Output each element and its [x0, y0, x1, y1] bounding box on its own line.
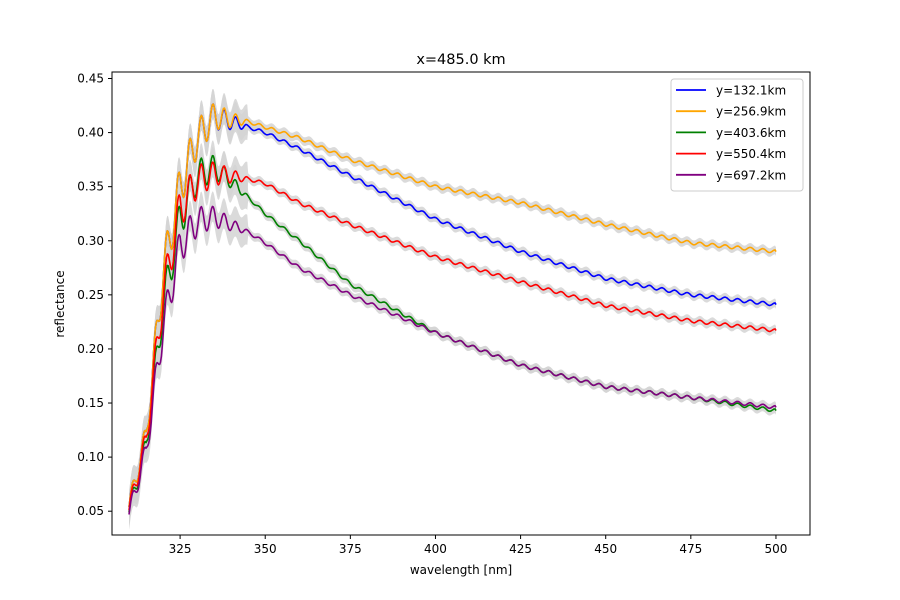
y-tick-label: 0.25 [77, 288, 104, 302]
x-tick-label: 350 [254, 542, 277, 556]
series-line-1 [128, 103, 777, 508]
legend-label-4: y=550.4km [716, 147, 786, 161]
y-tick-label: 0.40 [77, 126, 104, 140]
y-tick-label: 0.15 [77, 396, 104, 410]
x-axis-ticks: 325 350 375 400 425 450 475 500 [169, 535, 787, 556]
y-tick-label: 0.45 [77, 71, 104, 85]
y-axis-ticks: 0.05 0.10 0.15 0.20 0.25 0.30 0.35 0.40 0.45 [77, 71, 112, 518]
y-tick-label: 0.20 [77, 342, 104, 356]
legend-label-3: y=403.6km [716, 126, 786, 140]
legend-box [670, 78, 804, 192]
chart-title: x=485.0 km [416, 52, 505, 68]
x-tick-label: 400 [424, 542, 447, 556]
x-tick-label: 325 [169, 542, 192, 556]
uncertainty-band-5 [129, 191, 776, 530]
legend-label-1: y=132.1km [716, 84, 786, 98]
y-tick-label: 0.05 [77, 504, 104, 518]
y-tick-label: 0.30 [77, 234, 104, 248]
series-line-5 [128, 205, 777, 515]
x-axis-label: wavelength [nm] [410, 563, 512, 577]
uncertainty-band-3 [129, 140, 776, 528]
y-axis-label: reflectance [53, 270, 67, 337]
x-tick-label: 375 [339, 542, 362, 556]
x-tick-label: 450 [594, 542, 617, 556]
uncertainty-band-4 [129, 147, 776, 526]
series-line-4 [128, 161, 777, 511]
series-line-2 [128, 103, 777, 508]
legend-label-2: y=256.9km [716, 105, 786, 119]
uncertainty-bands [129, 89, 776, 530]
series-lines [128, 103, 777, 515]
x-tick-label: 475 [679, 542, 702, 556]
plot-area-frame [111, 71, 811, 536]
legend: y=132.1km y=256.9km y=403.6km y=550.4km y=69… [670, 78, 804, 192]
y-tick-label: 0.35 [77, 180, 104, 194]
y-tick-label: 0.10 [77, 450, 104, 464]
x-tick-label: 500 [764, 542, 787, 556]
x-tick-label: 425 [509, 542, 532, 556]
legend-label-5: y=697.2km [716, 168, 786, 182]
